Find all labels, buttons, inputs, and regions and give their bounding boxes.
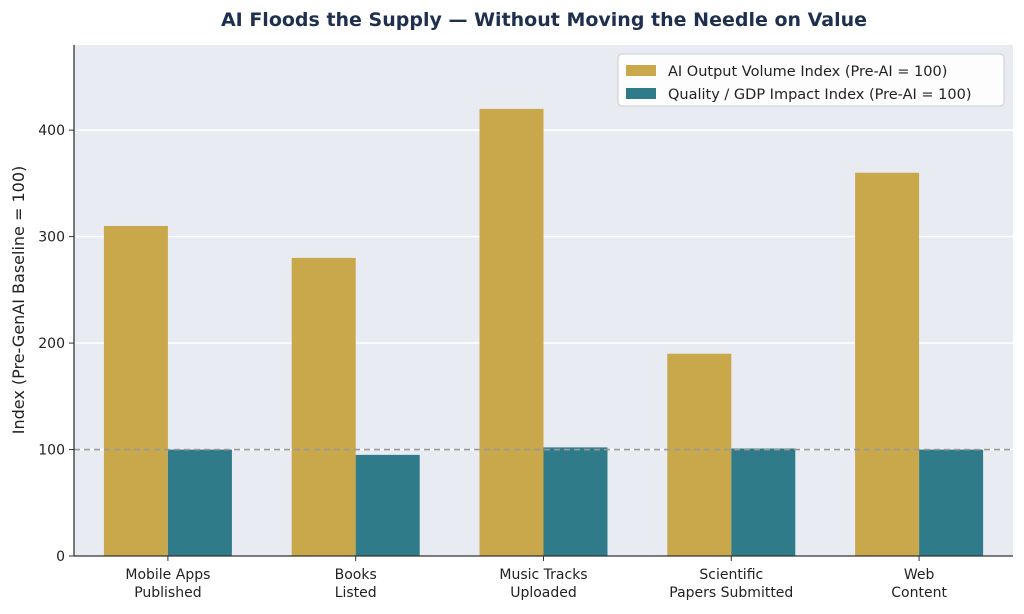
bar	[479, 108, 544, 556]
x-tick-label: Papers Submitted	[669, 585, 793, 601]
x-tick-label: Scientific	[699, 567, 763, 583]
x-tick-label: Listed	[335, 585, 377, 601]
legend-swatch	[626, 88, 656, 99]
x-tick-label: Uploaded	[510, 585, 577, 601]
y-tick-label: 400	[38, 123, 65, 139]
legend-swatch	[626, 65, 656, 76]
y-tick-label: 300	[38, 230, 65, 246]
bar	[919, 449, 984, 556]
bar	[667, 353, 732, 556]
legend-label: Quality / GDP Impact Index (Pre-AI = 100…	[668, 87, 971, 103]
legend: AI Output Volume Index (Pre-AI = 100) Qua…	[617, 53, 1005, 107]
x-tick-label: Web	[904, 567, 935, 583]
bar	[291, 257, 356, 556]
legend-label: AI Output Volume Index (Pre-AI = 100)	[668, 64, 947, 80]
bar	[731, 448, 796, 556]
x-tick-label: Content	[891, 585, 947, 601]
x-axis-ticks: Mobile Apps Published Books Listed Music Tra…	[125, 556, 947, 601]
y-axis-ticks: 0 100 200 300 400	[38, 123, 74, 565]
y-tick-label: 100	[38, 443, 65, 459]
y-axis-label: Index (Pre-GenAI Baseline = 100)	[9, 166, 28, 435]
bar	[355, 454, 420, 556]
bar	[103, 225, 168, 556]
bar	[855, 172, 920, 556]
y-tick-label: 0	[56, 549, 65, 565]
y-tick-label: 200	[38, 336, 65, 352]
bars	[103, 108, 984, 556]
bar	[167, 449, 232, 556]
x-tick-label: Books	[335, 567, 377, 583]
legend-box	[617, 53, 1005, 107]
chart-title: AI Floods the Supply — Without Moving th…	[221, 9, 867, 31]
bar	[543, 447, 608, 556]
x-tick-label: Mobile Apps	[125, 567, 210, 583]
x-tick-label: Published	[134, 585, 201, 601]
x-tick-label: Music Tracks	[499, 567, 587, 583]
